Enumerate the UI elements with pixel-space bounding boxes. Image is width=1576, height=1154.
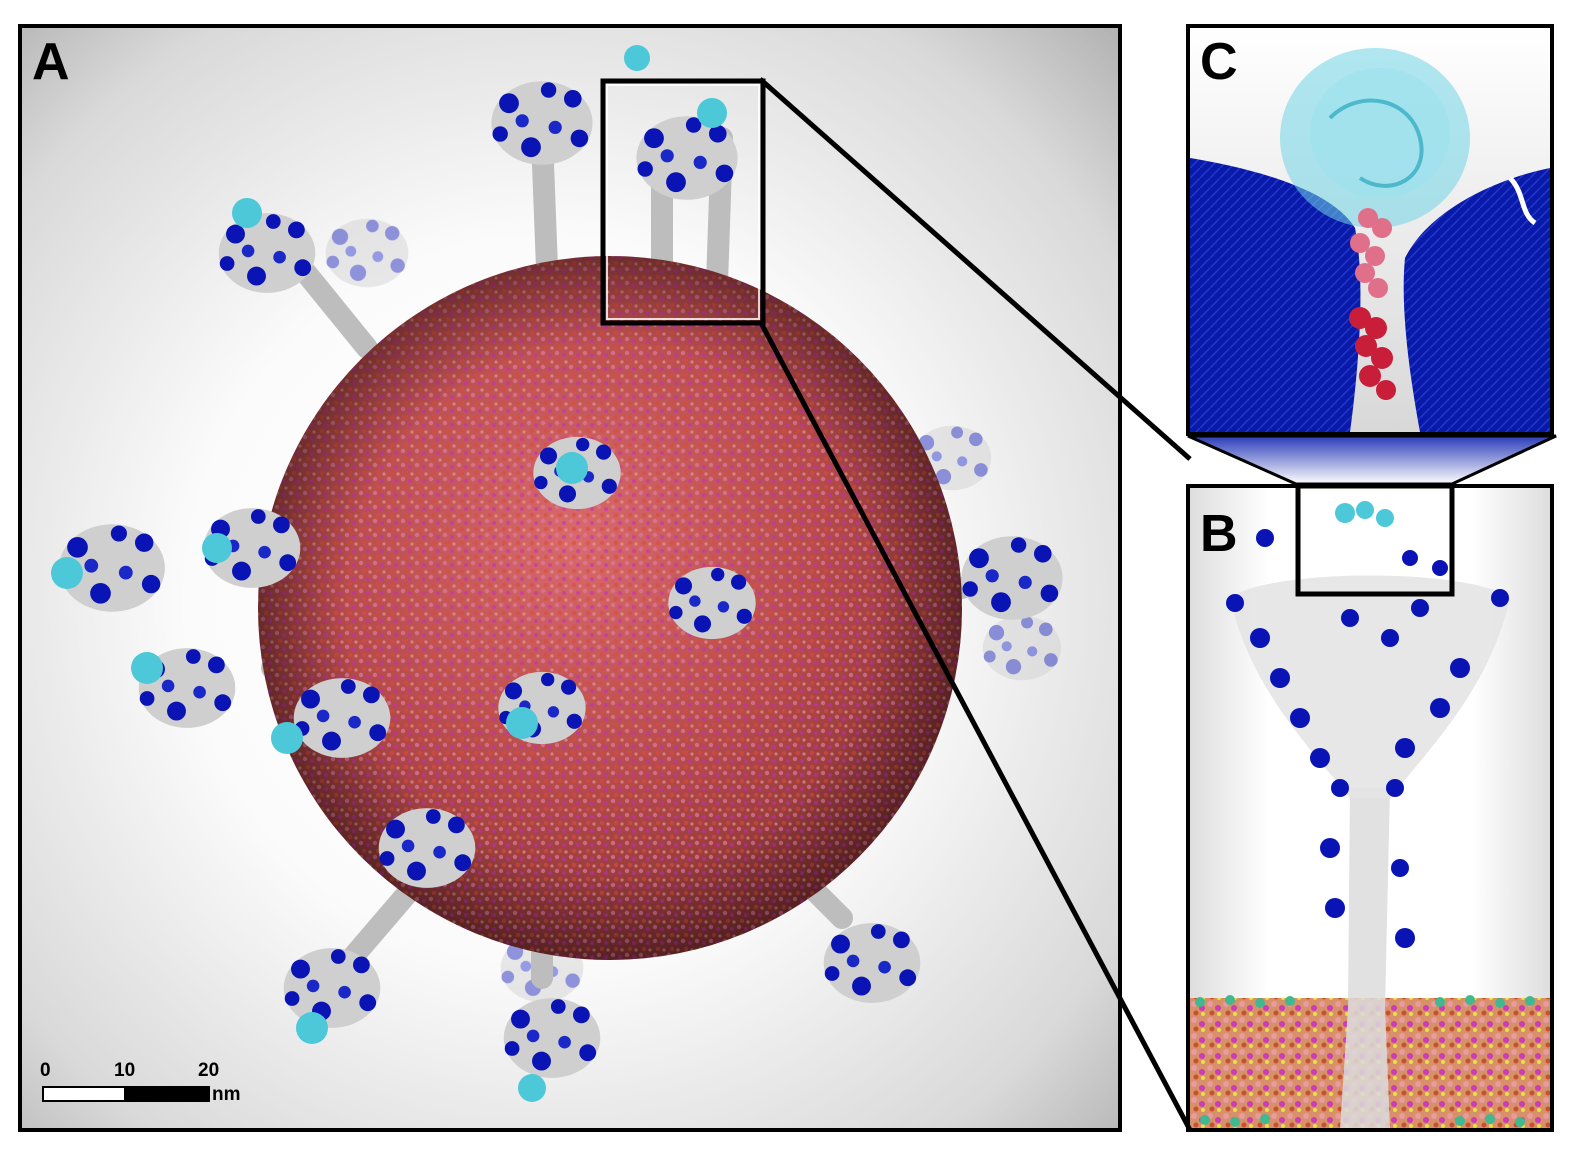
scale-segment-white bbox=[42, 1086, 126, 1102]
virion-sphere-icon bbox=[258, 256, 962, 960]
scale-bar: 0 10 20 nm bbox=[40, 1060, 260, 1112]
spike-protein-icon bbox=[1190, 488, 1550, 1128]
surface-spikes bbox=[498, 436, 756, 745]
scale-unit: nm bbox=[212, 1084, 241, 1105]
scale-tick-10: 10 bbox=[114, 1060, 136, 1081]
panel-a-label: A bbox=[32, 33, 70, 91]
panel-b-label: B bbox=[1200, 505, 1238, 563]
closeup-illustration bbox=[1190, 28, 1550, 432]
panel-b-spike-membrane: B bbox=[1186, 484, 1554, 1132]
peripheral-spikes bbox=[51, 45, 1063, 1102]
scale-segment-black bbox=[126, 1086, 210, 1102]
panel-a-virion: A bbox=[18, 24, 1122, 1132]
panel-c-glycan-closeup: C bbox=[1186, 24, 1554, 436]
scale-tick-20: 20 bbox=[198, 1060, 220, 1081]
panel-c-label: C bbox=[1200, 33, 1238, 91]
zoom-box-b bbox=[1295, 488, 1455, 597]
scale-tick-0: 0 bbox=[40, 1060, 51, 1081]
virion-illustration bbox=[51, 45, 1063, 1102]
